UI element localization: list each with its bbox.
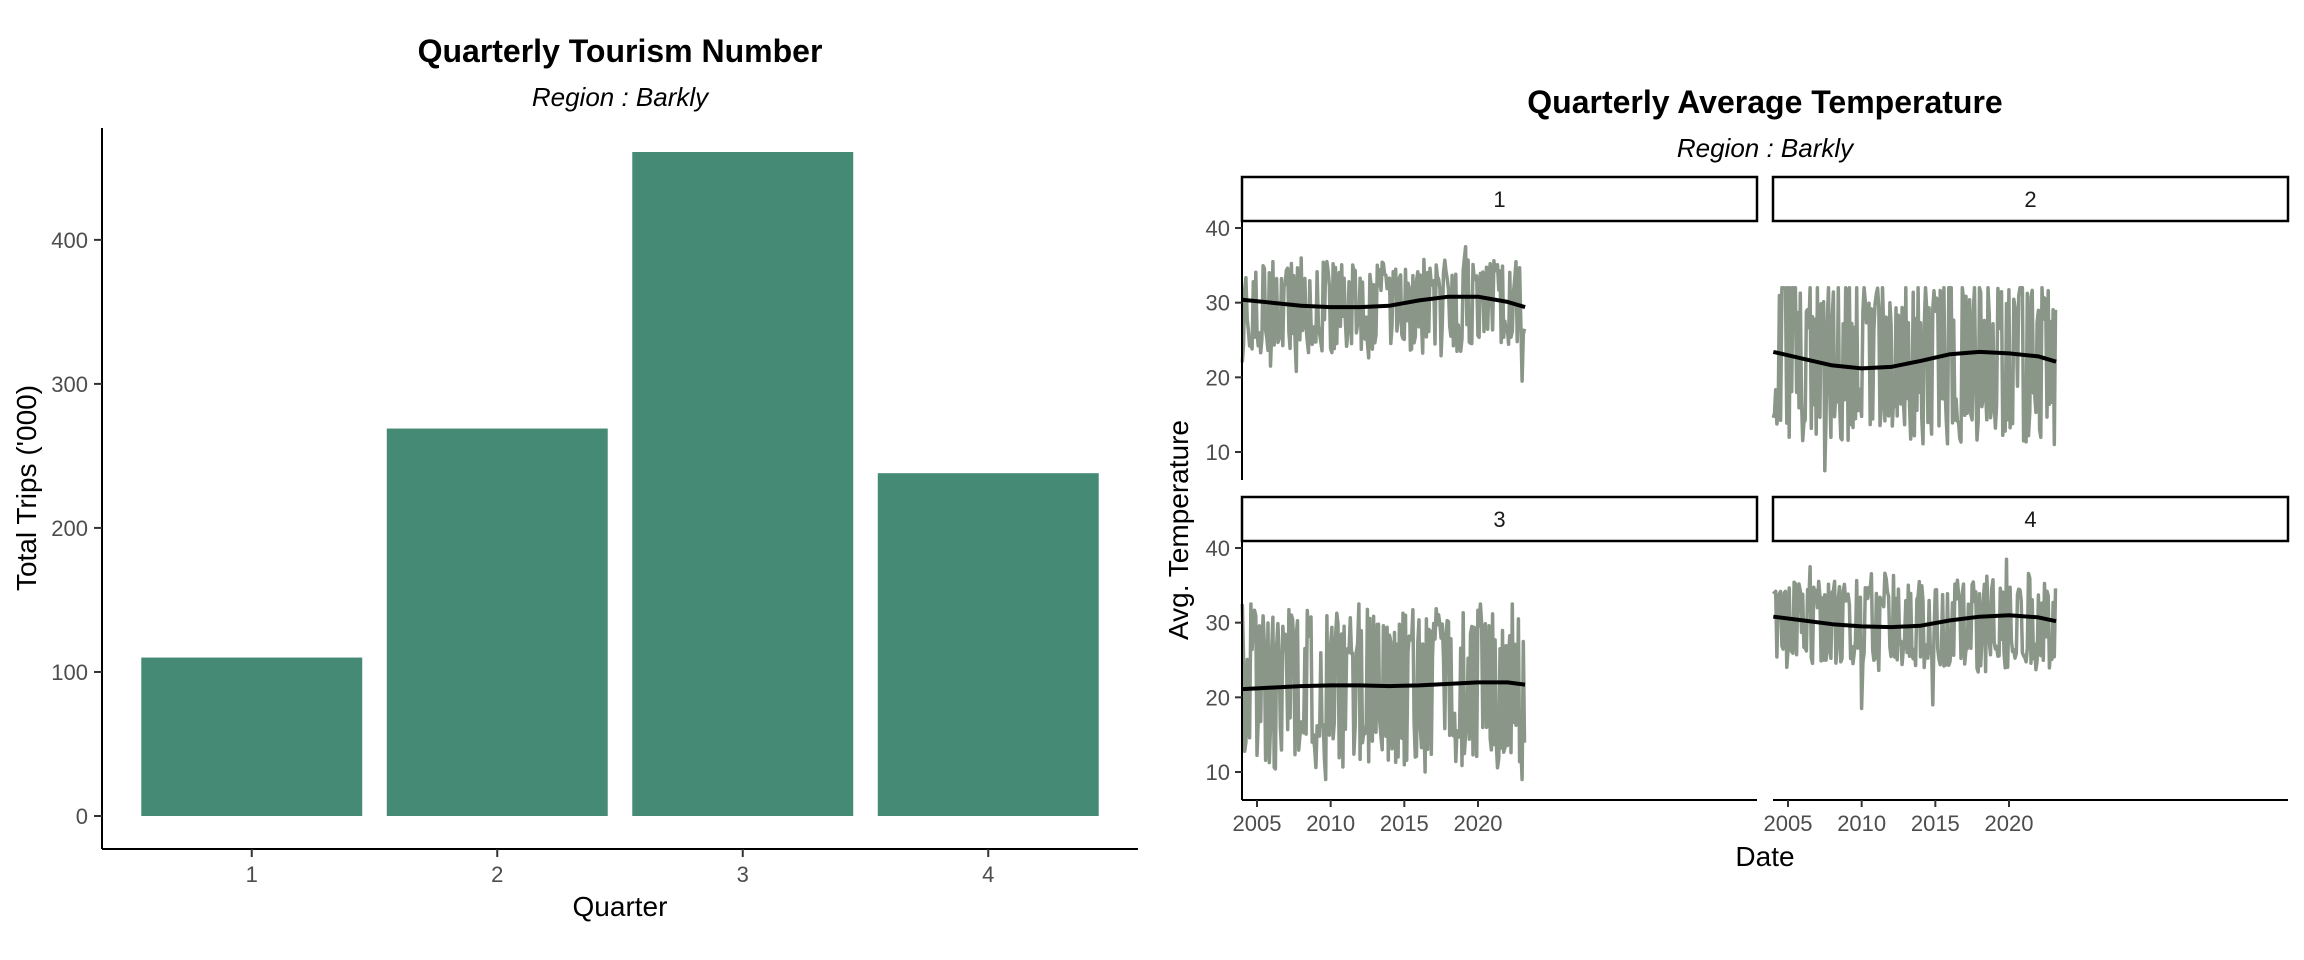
x-tick-label: 2005 [1764, 811, 1813, 836]
x-tick-label: 3 [737, 862, 749, 887]
bar-3 [632, 152, 854, 816]
y-tick-label: 30 [1206, 291, 1230, 316]
bar-x-ticks: 1 2 3 4 [246, 849, 994, 887]
facet-strip-2 [1771, 175, 2290, 223]
x-tick-label: 2 [491, 862, 503, 887]
facet-chart-subtitle: Region : Barkly [1677, 133, 1855, 163]
x-tick-label: 2015 [1380, 811, 1429, 836]
x-tick-label: 2020 [1985, 811, 2034, 836]
facet-panel-4: 4 2005 2010 2015 2020 [1764, 495, 2290, 836]
y-tick-label: 400 [51, 228, 88, 253]
facet-panel-2: 2 [1771, 175, 2290, 473]
facet-strip-label: 2 [2024, 187, 2036, 212]
trend-line [1242, 680, 1526, 692]
x-tick-label: 2010 [1306, 811, 1355, 836]
raw-temperature-line [1771, 285, 2058, 473]
bar-x-axis-title: Quarter [573, 891, 668, 922]
facet-strip-label: 4 [2024, 507, 2036, 532]
facet-x-axis-title: Date [1735, 841, 1794, 872]
facet-strip-label: 3 [1493, 507, 1505, 532]
y-tick-label: 10 [1206, 440, 1230, 465]
x-tick-label: 4 [982, 862, 994, 887]
bar-2 [386, 428, 608, 816]
y-tick-label: 100 [51, 660, 88, 685]
y-tick-label: 10 [1206, 760, 1230, 785]
raw-temperature-line [1240, 244, 1527, 383]
bar-chart-subtitle: Region : Barkly [532, 82, 710, 112]
bar-chart: Quarterly Tourism Number Region : Barkly… [11, 33, 1138, 922]
trend-line [1772, 349, 2057, 371]
bar-chart-title: Quarterly Tourism Number [418, 33, 823, 69]
y-tick-label: 20 [1206, 685, 1230, 710]
bar-4 [877, 473, 1099, 816]
facet-chart-title: Quarterly Average Temperature [1527, 84, 2002, 120]
x-tick-label: 2015 [1911, 811, 1960, 836]
facet-strip-1 [1240, 175, 1759, 223]
y-tick-label: 0 [76, 804, 88, 829]
trend-line [1773, 613, 2057, 630]
bar-series [141, 152, 1099, 816]
facet-strip-3 [1240, 495, 1759, 543]
x-tick-label: 2005 [1233, 811, 1282, 836]
bar-1 [141, 657, 363, 816]
x-tick-label: 2020 [1454, 811, 1503, 836]
bar-y-axis-title: Total Trips ('000) [11, 385, 42, 591]
y-tick-label: 40 [1206, 536, 1230, 561]
facet-strip-4 [1771, 495, 2290, 543]
facet-strip-label: 1 [1493, 187, 1505, 212]
y-tick-label: 20 [1206, 365, 1230, 390]
facet-y-axis-title: Avg. Temperature [1163, 420, 1194, 640]
y-tick-label: 40 [1206, 216, 1230, 241]
y-tick-label: 200 [51, 516, 88, 541]
raw-temperature-line [1772, 557, 2058, 711]
y-tick-label: 30 [1206, 611, 1230, 636]
bar-y-ticks: 0 100 200 300 400 [51, 228, 102, 829]
facet-panel-3: 3 10 20 30 40 2005 2010 2015 2020 [1206, 495, 1759, 836]
x-tick-label: 2010 [1837, 811, 1886, 836]
facet-chart: Quarterly Average Temperature Region : B… [1163, 84, 2290, 872]
trend-line [1242, 294, 1526, 310]
y-tick-label: 300 [51, 372, 88, 397]
x-tick-label: 1 [246, 862, 258, 887]
facet-panel-1: 1 10 20 30 40 [1206, 175, 1759, 480]
facet-panels: 1 10 20 30 40 2 3 10 20 30 40 2005 2010 2015 2020 4 2005… [1206, 175, 2290, 836]
raw-temperature-line [1240, 602, 1527, 782]
